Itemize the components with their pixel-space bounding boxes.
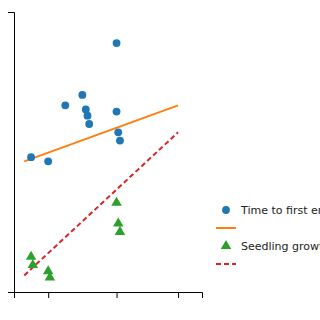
legend-swatch [216,263,236,265]
legend-label: Seedling growtl [241,240,320,253]
legend-item: Time to first em [222,204,320,217]
point [26,251,37,260]
legend-item [216,228,236,229]
point [44,157,52,165]
point [84,112,92,120]
point [27,153,35,161]
point [43,265,54,274]
point [113,108,121,116]
y-axis [8,13,15,293]
line [24,132,178,275]
plot-area [8,13,203,299]
x-axis [15,292,203,298]
point [78,91,86,99]
x-tick [117,292,118,298]
legend-item [216,264,236,265]
legend-swatch [222,206,230,214]
point [61,101,69,109]
x-tick-mark [117,292,118,298]
legend: Time to first em Seedling growtl [216,204,320,264]
point [114,128,122,136]
x-tick-mark [48,292,49,298]
x-tick-mark [178,292,179,298]
point [115,226,126,235]
legend-swatch [221,240,232,249]
point [111,197,122,206]
point [113,39,121,47]
x-tick [48,292,49,298]
legend-swatch [216,227,236,229]
legend-item: Seedling growtl [221,240,320,253]
x-axis-line [15,293,203,299]
point [85,120,93,128]
point [113,217,124,226]
chart: Time to first em Seedling growtl [0,0,320,320]
legend-label: Time to first em [240,204,320,217]
point [28,259,39,268]
x-tick [178,292,179,298]
point [45,271,56,280]
point [116,137,124,145]
marks [24,39,178,280]
y-axis-line [8,13,15,293]
